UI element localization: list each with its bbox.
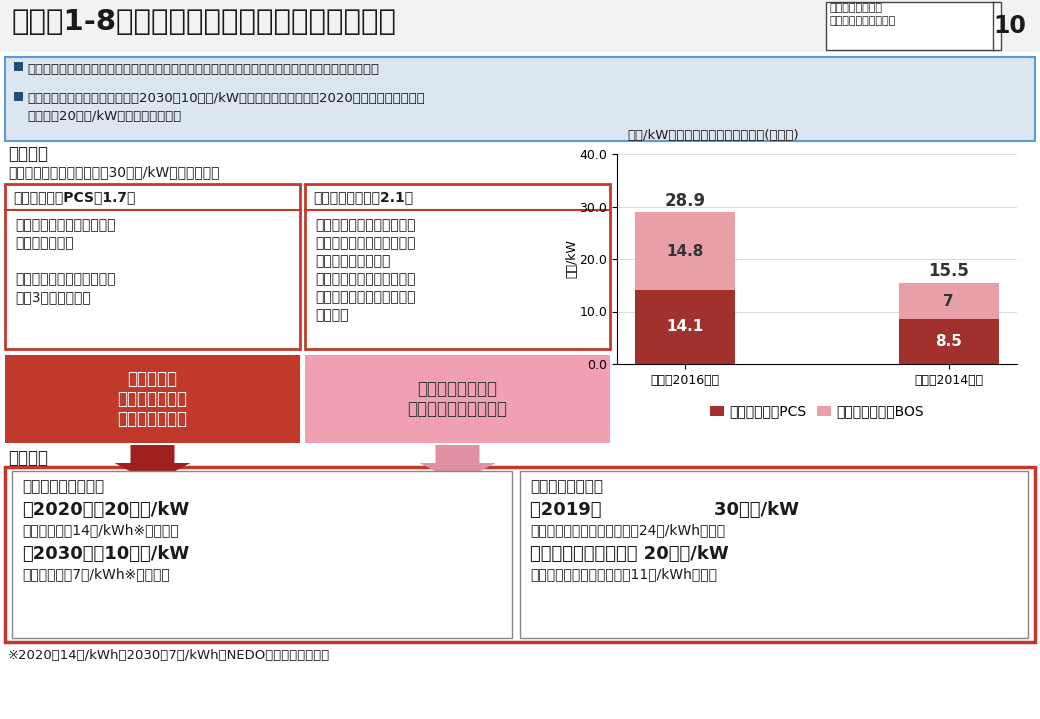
Text: 工事費・架台等：2.1倍: 工事費・架台等：2.1倍 (313, 190, 413, 204)
Text: ＜非住宅用太陽光＞: ＜非住宅用太陽光＞ (22, 479, 104, 494)
Text: 15.5: 15.5 (929, 262, 969, 280)
Text: 工法等の最適化、: 工法等の最適化、 (417, 380, 497, 398)
Y-axis label: 万円/kW: 万円/kW (565, 239, 578, 278)
Text: 太陽光発電競争力: 太陽光発電競争力 (829, 3, 882, 13)
Text: 現行のシステム費用は、約30万円/kWで欧州の２倍: 現行のシステム費用は、約30万円/kWで欧州の２倍 (8, 165, 219, 179)
Text: 格差が存在。: 格差が存在。 (15, 236, 74, 250)
Polygon shape (114, 445, 190, 483)
Text: 28.9: 28.9 (665, 192, 706, 210)
Text: ・国際流通商品でも内外価: ・国際流通商品でも内外価 (15, 218, 115, 232)
Text: 地環境による工事・架台: 地環境による工事・架台 (315, 290, 416, 304)
Bar (305, 355, 610, 443)
Text: 強化研究会とりまとめ: 強化研究会とりまとめ (829, 16, 895, 26)
Text: 【目標】: 【目標】 (8, 449, 48, 467)
Text: このため、非住宅については、2030年10万円/kW、住宅用については、2020年以降できるだけ早
い時期に20万円/kWの達成を目指す。: このため、非住宅については、2030年10万円/kW、住宅用については、2020… (27, 92, 424, 122)
Text: （売電価格が家庭用電力料金24円/kWh並み）: （売電価格が家庭用電力料金24円/kWh並み） (530, 523, 725, 537)
Text: （発電コスト7円/kWh※に相当）: （発電コスト7円/kWh※に相当） (22, 567, 170, 581)
Bar (520, 471, 1028, 638)
Text: 10: 10 (993, 14, 1026, 38)
Text: （参考1-8）太陽光発電のコスト低減イメージ: （参考1-8）太陽光発電のコスト低減イメージ (12, 8, 397, 36)
Text: 国際価格に収斂: 国際価格に収斂 (118, 410, 187, 428)
Bar (635, 212, 735, 290)
Text: モジュール・PCS：1.7倍: モジュール・PCS：1.7倍 (12, 190, 135, 204)
Bar (0, 0, 1040, 52)
Text: も少なく、工法等が最適: も少なく、工法等が最適 (315, 236, 416, 250)
Text: （発電コスト14円/kWh※に相当）: （発電コスト14円/kWh※に相当） (22, 523, 179, 537)
Text: ・日本特有の災害対応や土: ・日本特有の災害対応や土 (315, 272, 416, 286)
Text: 費増。: 費増。 (315, 308, 348, 322)
Bar (5, 467, 1035, 642)
Bar (635, 290, 735, 364)
Text: 8.5: 8.5 (935, 334, 962, 349)
Text: ＜住宅用太陽光＞: ＜住宅用太陽光＞ (530, 479, 603, 494)
Text: ・2019年                  30万円/kW: ・2019年 30万円/kW (530, 501, 799, 519)
Text: 技術開発等により低減: 技術開発等により低減 (408, 400, 508, 418)
Bar (14, 92, 23, 101)
Legend: モジュール・PCS, 工事費・架台・BOS: モジュール・PCS, 工事費・架台・BOS (704, 399, 930, 424)
Bar (5, 57, 1035, 141)
Text: 14.1: 14.1 (667, 319, 704, 334)
Text: ※2020年14円/kWh、2030年7円/kWhはNEDO技術開発戦略目標: ※2020年14円/kWh、2030年7円/kWhはNEDO技術開発戦略目標 (8, 649, 331, 662)
Bar (5, 184, 300, 349)
Polygon shape (419, 445, 495, 483)
Text: ・住宅用は過剰な流通構造: ・住宅用は過剰な流通構造 (15, 272, 115, 286)
Text: 7: 7 (943, 293, 954, 308)
Text: ・2020年　20万円/kW: ・2020年 20万円/kW (22, 501, 189, 519)
Bar (14, 62, 23, 71)
Text: 欧州の約２倍のシステム費用を大幅に引き下げ、市場価格水準をそれぞれ達成。　　（＝自立化）: 欧州の約２倍のシステム費用を大幅に引き下げ、市場価格水準をそれぞれ達成。 （＝自… (27, 63, 379, 76)
Text: 技術開発により: 技術開発により (118, 390, 187, 408)
Bar (899, 319, 998, 364)
Text: ・太陽光専門の施工事業者: ・太陽光専門の施工事業者 (315, 218, 416, 232)
Bar (826, 2, 1000, 50)
Bar (899, 283, 998, 319)
Text: （売電価格が電力市場価格11円/kWh並み）: （売電価格が電力市場価格11円/kWh並み） (530, 567, 717, 581)
Text: 万円/kW　日欧のシステム費用比較(非住宅): 万円/kW 日欧のシステム費用比較(非住宅) (627, 129, 799, 142)
Text: 競争促進と: 競争促進と (128, 370, 178, 388)
Bar (12, 471, 512, 638)
Bar (5, 355, 300, 443)
Text: ・2030年　10万円/kW: ・2030年 10万円/kW (22, 545, 189, 563)
Text: 14.8: 14.8 (667, 244, 704, 259)
Bar (305, 184, 610, 349)
Text: 化されていない。: 化されていない。 (315, 254, 390, 268)
Text: 【現状】: 【現状】 (8, 145, 48, 163)
Text: で3倍の価格差。: で3倍の価格差。 (15, 290, 90, 304)
Text: ・出来るだけ早期に　 20万円/kW: ・出来るだけ早期に 20万円/kW (530, 545, 729, 563)
